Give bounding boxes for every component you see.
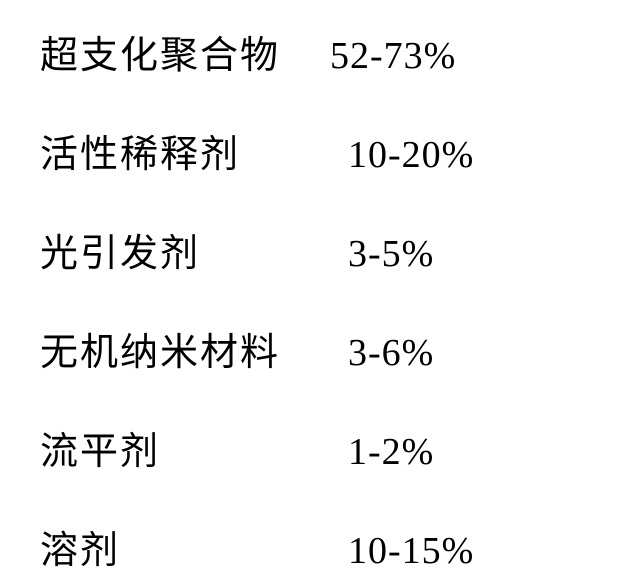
ingredient-label: 溶剂 — [40, 519, 330, 574]
table-row: 超支化聚合物 52-73% — [40, 24, 601, 79]
table-row: 流平剂 1-2% — [40, 420, 601, 475]
ingredient-label: 活性稀释剂 — [40, 123, 330, 178]
ingredient-label: 无机纳米材料 — [40, 321, 330, 376]
table-row: 溶剂 10-15% — [40, 519, 601, 574]
ingredient-label: 超支化聚合物 — [40, 24, 330, 79]
ingredient-value: 10-20% — [330, 133, 474, 177]
table-row: 无机纳米材料 3-6% — [40, 321, 601, 376]
ingredient-label: 流平剂 — [40, 420, 330, 475]
table-row: 光引发剂 3-5% — [40, 222, 601, 277]
ingredient-label: 光引发剂 — [40, 222, 330, 277]
ingredient-value: 3-6% — [330, 331, 434, 375]
ingredient-value: 3-5% — [330, 232, 434, 276]
composition-table: 超支化聚合物 52-73% 活性稀释剂 10-20% 光引发剂 3-5% 无机纳… — [40, 24, 601, 574]
ingredient-value: 52-73% — [330, 34, 456, 78]
ingredient-value: 1-2% — [330, 430, 434, 474]
table-row: 活性稀释剂 10-20% — [40, 123, 601, 178]
